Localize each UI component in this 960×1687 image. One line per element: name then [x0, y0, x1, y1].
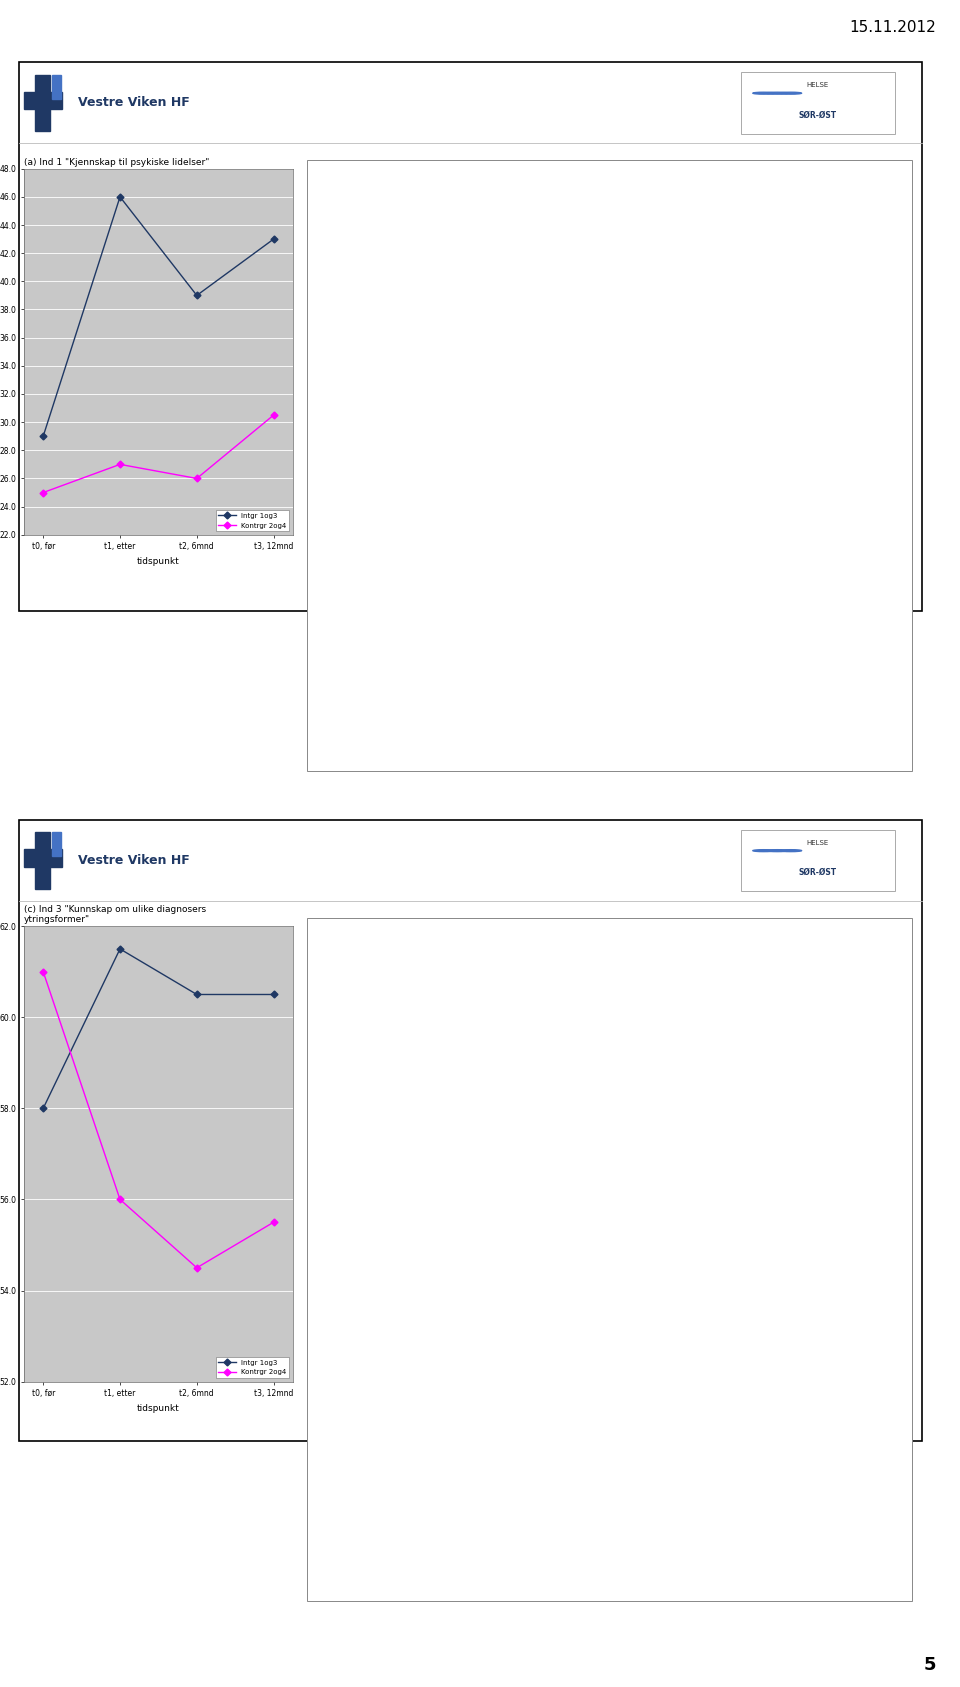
Circle shape	[753, 93, 775, 94]
Kontrgr 2og4	[191, 1257, 203, 1279]
Intgr 1og3	[268, 229, 279, 250]
Kontrgr 2og4	[540, 592, 552, 612]
Line: Intgr 1og3: Intgr 1og3	[40, 194, 276, 439]
Line: Intgr 1og3: Intgr 1og3	[40, 946, 276, 1110]
Circle shape	[766, 93, 788, 94]
Intgr 1og3	[37, 427, 49, 447]
Intgr 1og3	[37, 1098, 49, 1118]
Text: www.fhi.no: www.fhi.no	[540, 589, 574, 594]
Kontrgr 2og4	[701, 1405, 712, 1426]
FancyBboxPatch shape	[741, 830, 895, 891]
Kontrgr 2og4	[268, 1211, 279, 1232]
Text: 15.11.2012: 15.11.2012	[850, 20, 936, 35]
Intgr 1og3	[380, 319, 392, 339]
Line: Kontrgr 2og4: Kontrgr 2og4	[40, 970, 276, 1270]
Circle shape	[780, 850, 802, 852]
Text: SØR-ØST: SØR-ØST	[799, 869, 837, 877]
Intgr 1og3	[701, 1095, 712, 1115]
Intgr 1og3	[861, 248, 873, 268]
X-axis label: tidspunkt: tidspunkt	[605, 725, 648, 734]
Bar	[462, 1372, 652, 1404]
Text: folkehelseinstituttet: folkehelseinstituttet	[525, 548, 588, 553]
Line: Intgr 1og3: Intgr 1og3	[383, 255, 870, 361]
Intgr 1og3	[701, 248, 712, 268]
Kontrgr 2og4	[37, 482, 49, 503]
Intgr 1og3	[540, 992, 552, 1012]
Text: Vestre Viken HF: Vestre Viken HF	[78, 96, 190, 110]
Kontrgr 2og4	[114, 1189, 126, 1210]
Line: Intgr 1og3: Intgr 1og3	[383, 1000, 870, 1108]
Intgr 1og3	[191, 984, 203, 1004]
Line: Kontrgr 2og4: Kontrgr 2og4	[383, 385, 870, 606]
Bar	[462, 533, 652, 569]
Text: 5: 5	[924, 1655, 936, 1674]
Bar	[36, 832, 50, 889]
Bar	[24, 849, 61, 867]
Text: HELSE: HELSE	[806, 83, 828, 88]
Intgr 1og3	[114, 938, 126, 958]
Intgr 1og3	[191, 285, 203, 305]
Text: (b) Ind 2 "Generell kunnskap om psykisk helse": (b) Ind 2 "Generell kunnskap om psykisk …	[346, 174, 560, 184]
Text: HELSE: HELSE	[806, 840, 828, 845]
Kontrgr 2og4	[380, 376, 392, 396]
X-axis label: tidspunkt: tidspunkt	[137, 1404, 180, 1412]
Text: folkehelseinstituttet: folkehelseinstituttet	[525, 1385, 588, 1390]
Intgr 1og3	[540, 348, 552, 368]
Legend: Intgr 1og3, Kontrgr 2og4: Intgr 1og3, Kontrgr 2og4	[216, 1356, 289, 1378]
Bar	[24, 91, 61, 110]
Kontrgr 2og4	[191, 469, 203, 489]
Kontrgr 2og4	[540, 1213, 552, 1233]
Text: Vestre Viken HF: Vestre Viken HF	[78, 854, 190, 867]
Circle shape	[766, 850, 788, 852]
Legend: Intgr 1og3, Kontrgr 2og4: Intgr 1og3, Kontrgr 2og4	[216, 509, 289, 531]
Kontrgr 2og4	[861, 1361, 873, 1382]
Line: Kontrgr 2og4: Kontrgr 2og4	[40, 413, 276, 494]
Intgr 1og3	[114, 187, 126, 208]
Text: www.fhi.no: www.fhi.no	[540, 1420, 574, 1426]
Text: (a) Ind 1 "Kjennskap til psykiske lidelser": (a) Ind 1 "Kjennskap til psykiske lidels…	[24, 157, 209, 167]
Kontrgr 2og4	[861, 420, 873, 440]
Circle shape	[780, 93, 802, 94]
Intgr 1og3	[268, 984, 279, 1004]
Kontrgr 2og4	[268, 405, 279, 425]
Text: (c) Ind 3 "Kunnskap om ulike diagnosers
ytringsformer": (c) Ind 3 "Kunnskap om ulike diagnosers …	[24, 904, 206, 924]
Text: (d) Ind 4 "Evne til kopling av symptomer til
diagnoser": (d) Ind 4 "Evne til kopling av symptomer…	[346, 921, 540, 941]
Intgr 1og3	[380, 1081, 392, 1102]
FancyBboxPatch shape	[741, 73, 895, 133]
Bar	[36, 74, 50, 132]
Kontrgr 2og4	[380, 1125, 392, 1145]
Bar	[52, 74, 60, 100]
X-axis label: tidspunkt: tidspunkt	[137, 557, 180, 565]
Line: Kontrgr 2og4: Kontrgr 2og4	[383, 1132, 870, 1417]
Text: SØR-ØST: SØR-ØST	[799, 111, 837, 120]
Legend: Intgr 1og3, Kontrgr 2og4: Intgr 1og3, Kontrgr 2og4	[830, 678, 903, 700]
Intgr 1og3	[861, 1081, 873, 1102]
Kontrgr 2og4	[37, 962, 49, 982]
Legend: Intgr 1og3, Kontrgr 2og4: Intgr 1og3, Kontrgr 2og4	[830, 1508, 903, 1530]
Bar	[52, 832, 60, 857]
Circle shape	[753, 850, 775, 852]
X-axis label: tidspunkt: tidspunkt	[605, 1555, 648, 1564]
Kontrgr 2og4	[701, 405, 712, 425]
Kontrgr 2og4	[114, 454, 126, 474]
